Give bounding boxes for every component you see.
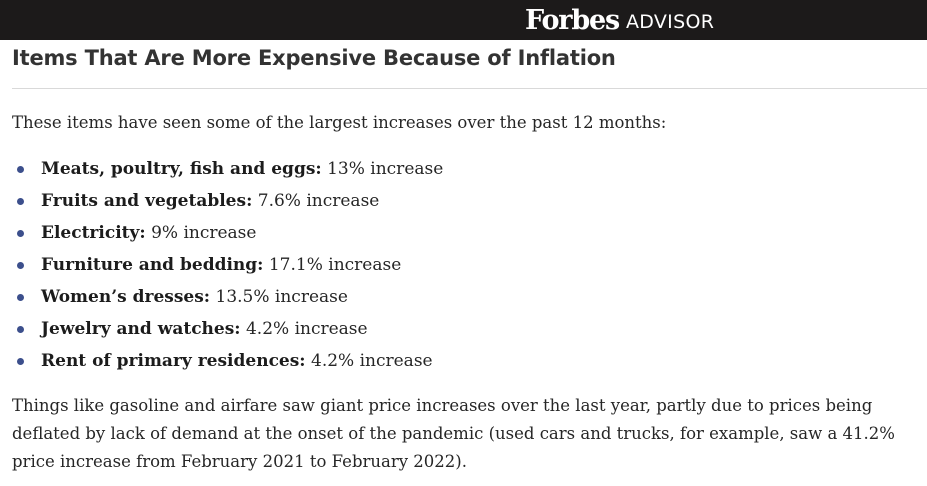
item-label: Meats, poultry, fish and eggs: (41, 159, 322, 179)
list-item: Fruits and vegetables: 7.6% increase (0, 185, 443, 217)
item-value: 7.6% increase (252, 191, 380, 211)
intro-paragraph: These items have seen some of the larges… (12, 113, 667, 132)
list-item: Rent of primary residences: 4.2% increas… (0, 345, 443, 377)
header-bar: Forbes ADVISOR (0, 0, 927, 40)
item-value: 17.1% increase (263, 255, 402, 275)
item-label: Furniture and bedding: (41, 255, 264, 275)
item-label: Women’s dresses: (41, 287, 211, 307)
list-item: Meats, poultry, fish and eggs: 13% incre… (0, 153, 443, 185)
bullet-icon (17, 198, 24, 205)
list-item: Electricity: 9% increase (0, 217, 443, 249)
forbes-advisor-logo[interactable]: Forbes ADVISOR (525, 0, 714, 40)
bullet-icon (17, 358, 24, 365)
item-value: 4.2% increase (305, 351, 433, 371)
list-item: Jewelry and watches: 4.2% increase (0, 313, 443, 345)
item-label: Electricity: (41, 223, 146, 243)
inflation-items-list: Meats, poultry, fish and eggs: 13% incre… (0, 153, 443, 377)
bullet-icon (17, 326, 24, 333)
item-value: 4.2% increase (240, 319, 368, 339)
item-value: 13.5% increase (210, 287, 348, 307)
list-item: Furniture and bedding: 17.1% increase (0, 249, 443, 281)
divider (12, 88, 927, 89)
list-item: Women’s dresses: 13.5% increase (0, 281, 443, 313)
item-label: Jewelry and watches: (41, 319, 241, 339)
article-title: Items That Are More Expensive Because of… (12, 46, 616, 70)
bullet-icon (17, 262, 24, 269)
closing-paragraph: Things like gasoline and airfare saw gia… (12, 396, 895, 471)
brand-sub: ADVISOR (625, 11, 715, 33)
item-label: Rent of primary residences: (41, 351, 306, 371)
item-value: 13% increase (321, 159, 444, 179)
bullet-icon (17, 166, 24, 173)
bullet-icon (17, 294, 24, 301)
item-value: 9% increase (145, 223, 257, 243)
brand-main: Forbes (525, 4, 620, 36)
item-label: Fruits and vegetables: (41, 191, 253, 211)
bullet-icon (17, 230, 24, 237)
